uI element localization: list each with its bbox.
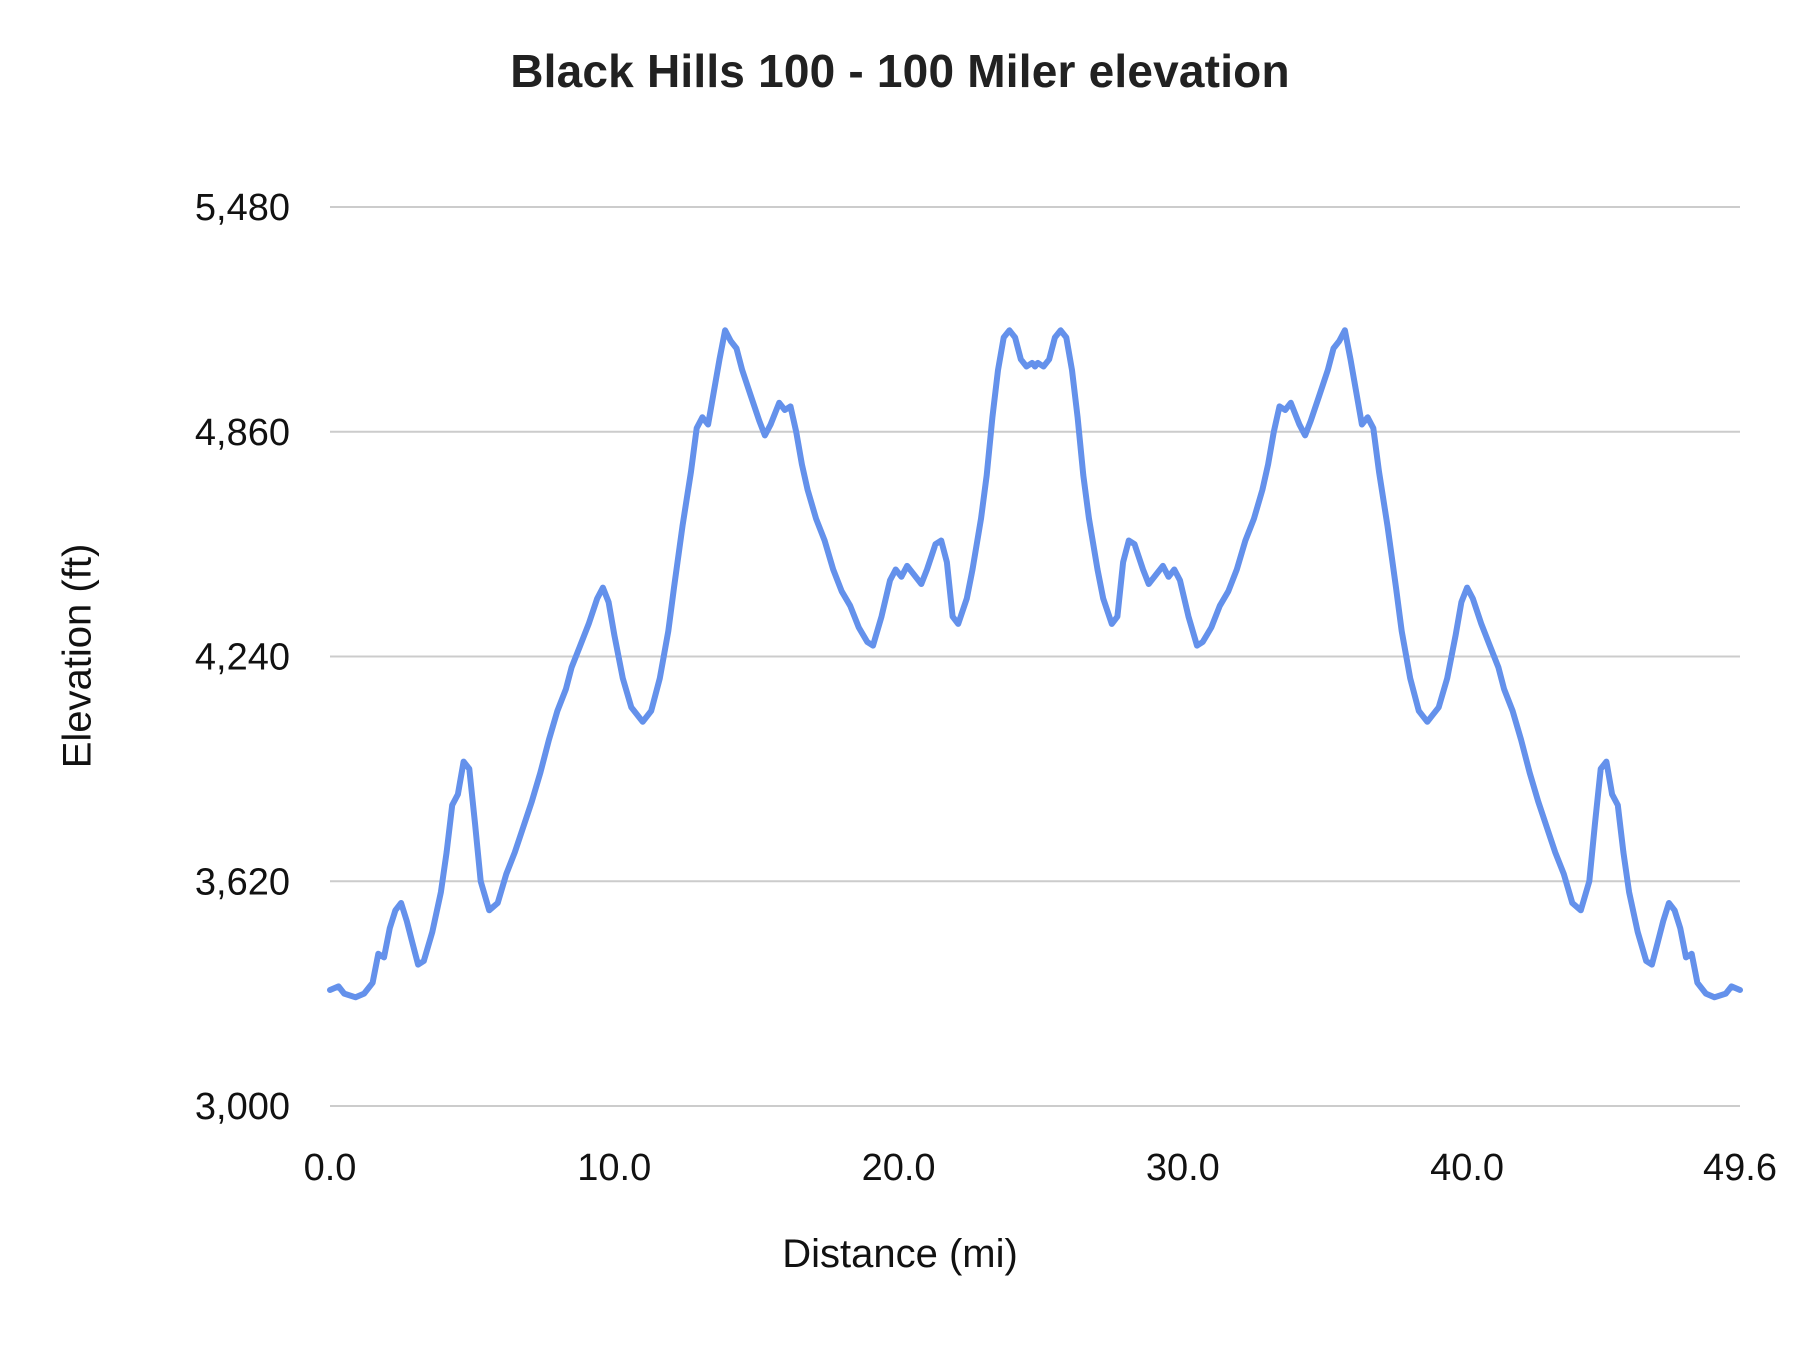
y-tick-label: 4,860 xyxy=(195,412,290,454)
y-tick-label: 3,620 xyxy=(195,861,290,903)
x-tick-label: 0.0 xyxy=(304,1147,357,1189)
x-tick-label: 30.0 xyxy=(1146,1147,1220,1189)
y-tick-label: 3,000 xyxy=(195,1086,290,1128)
x-axis-title: Distance (mi) xyxy=(782,1232,1018,1276)
y-tick-label: 5,480 xyxy=(195,187,290,229)
x-tick-label: 20.0 xyxy=(862,1147,936,1189)
chart-title: Black Hills 100 - 100 Miler elevation xyxy=(510,45,1290,97)
x-tick-label: 49.6 xyxy=(1703,1147,1777,1189)
y-tick-label: 4,240 xyxy=(195,637,290,679)
elevation-line xyxy=(327,327,1743,1001)
x-tick-label: 10.0 xyxy=(577,1147,651,1189)
x-tick-label: 40.0 xyxy=(1430,1147,1504,1189)
